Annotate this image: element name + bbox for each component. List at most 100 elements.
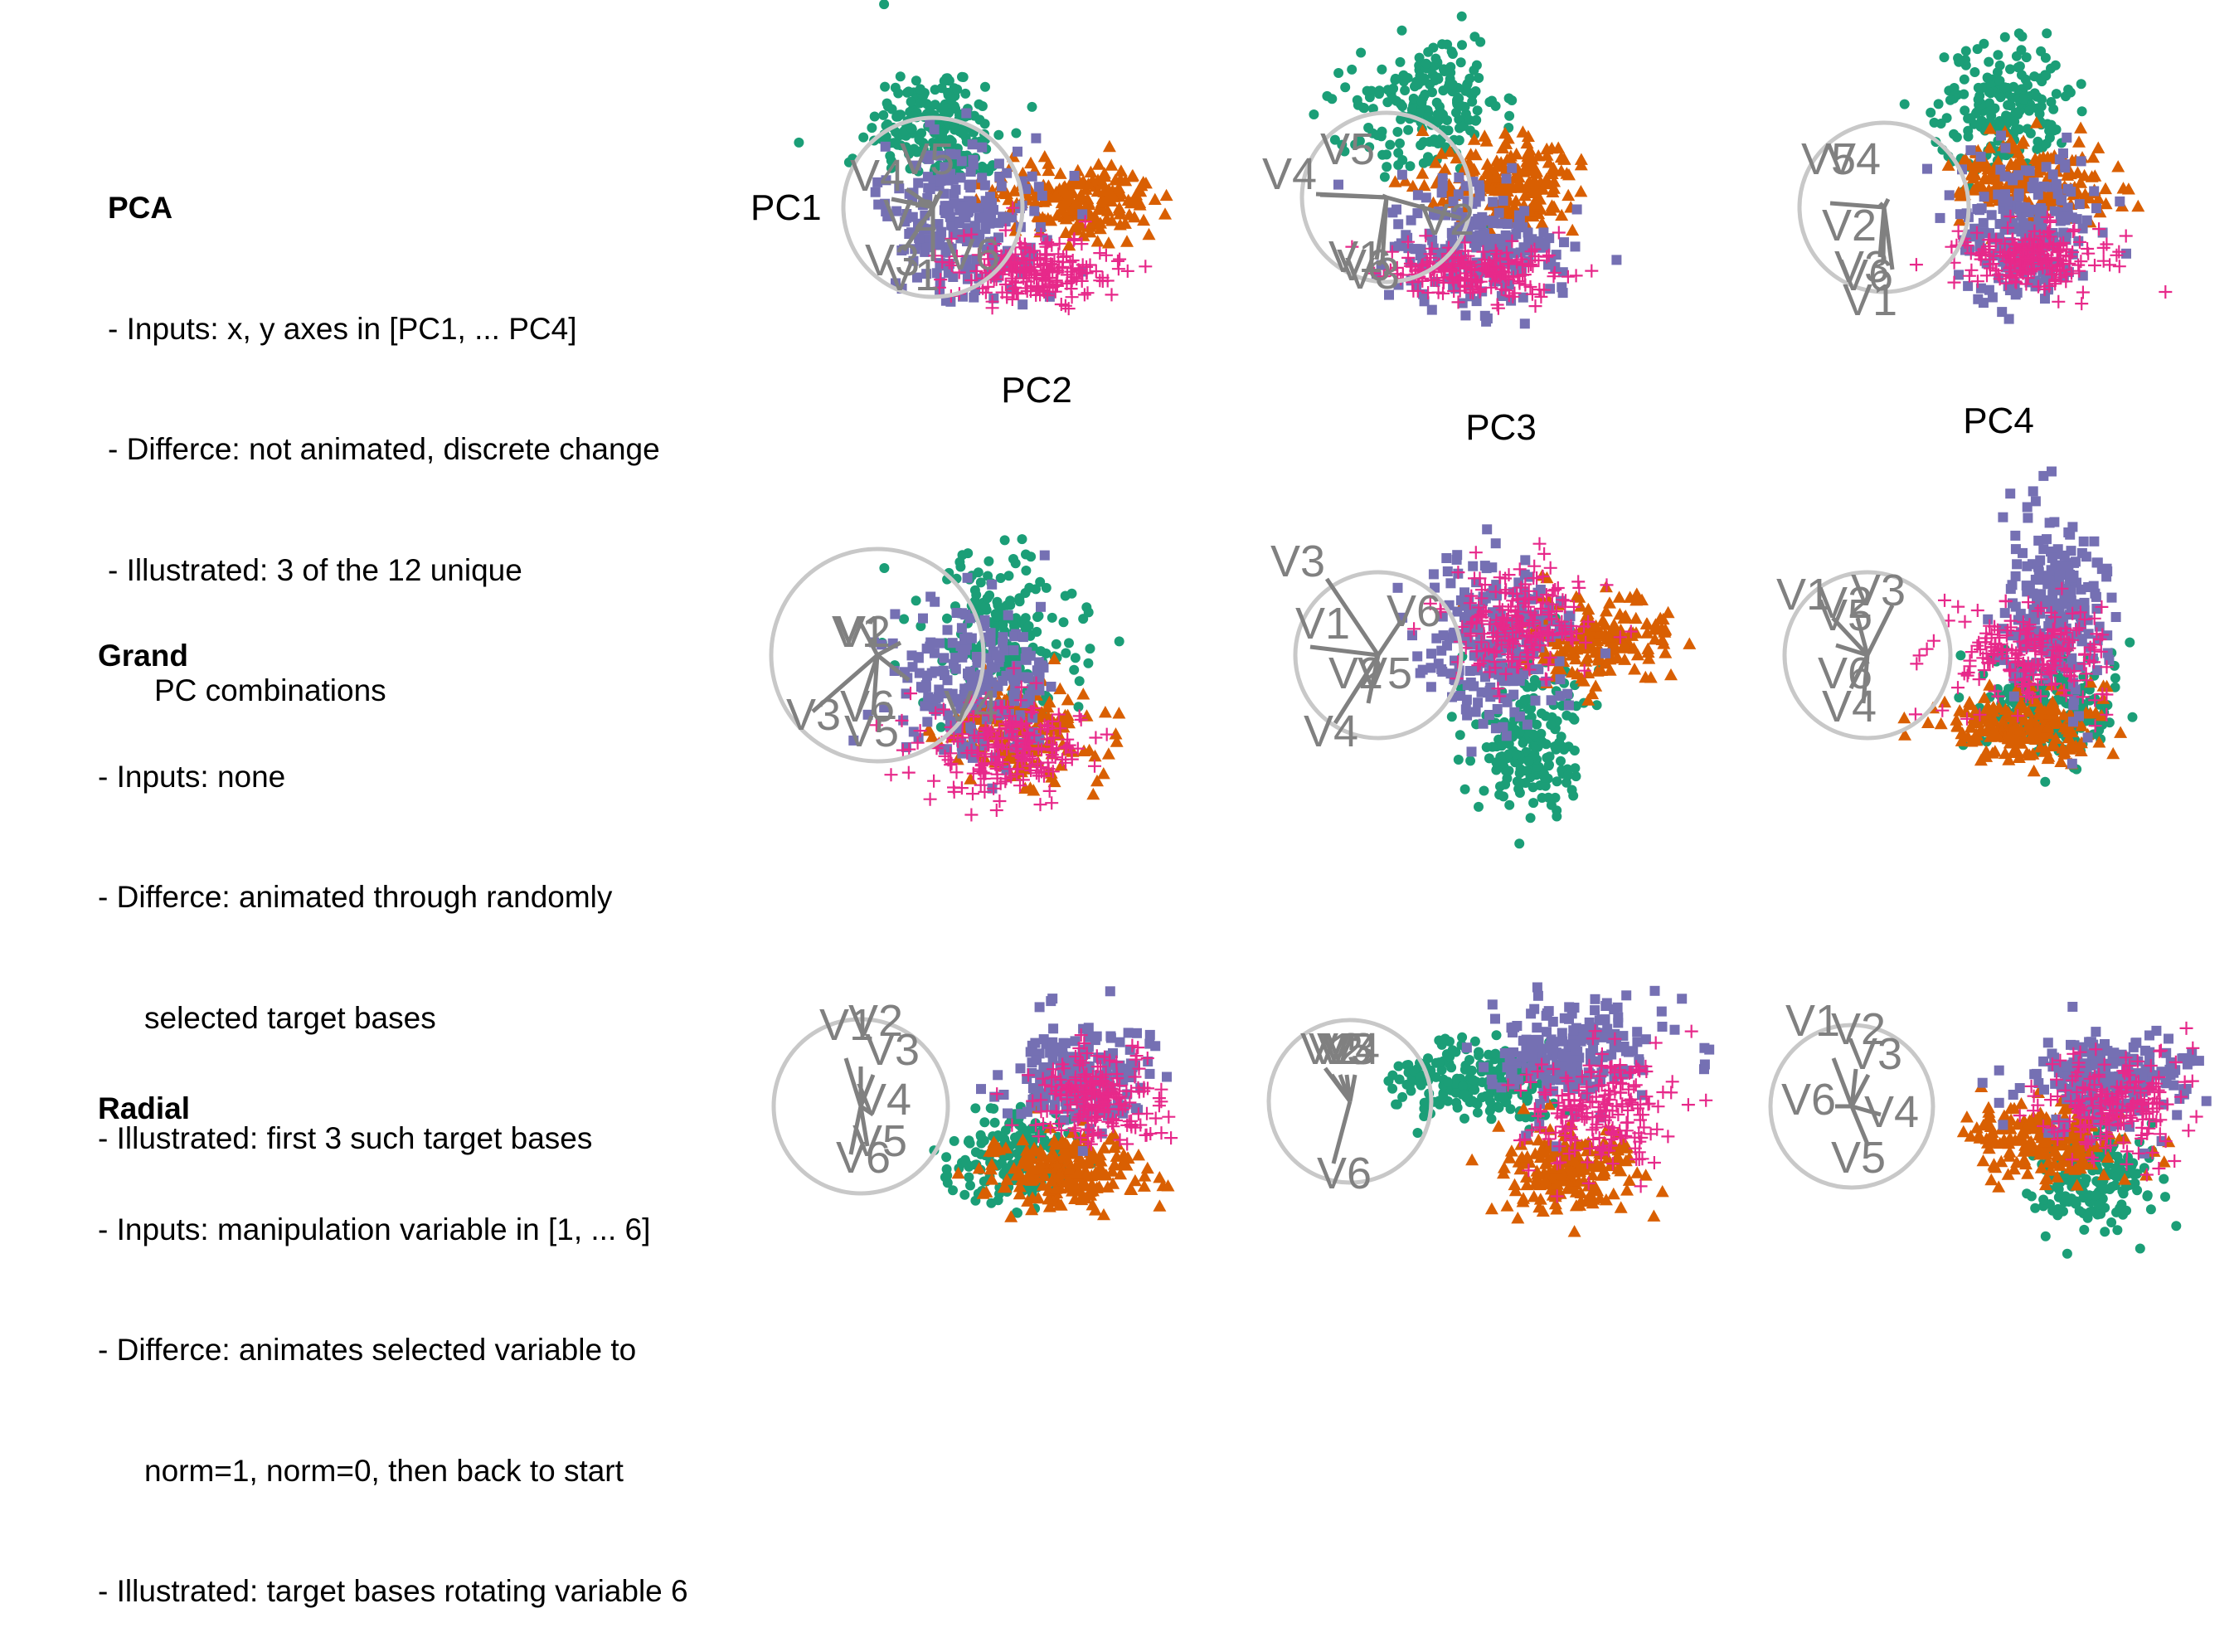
point-green [2023, 80, 2033, 90]
point-purple [985, 192, 995, 202]
point-pink [1961, 669, 1974, 683]
point-pink [1105, 288, 1119, 301]
point-green [993, 130, 1003, 140]
point-purple [1537, 237, 1547, 247]
point-green [2037, 95, 2047, 104]
point-purple [2000, 143, 2010, 153]
point-purple [1611, 255, 1621, 265]
point-purple [934, 685, 944, 695]
x-axis-label: PC4 [1963, 401, 2034, 441]
point-purple [1559, 237, 1569, 247]
point-orange [1099, 706, 1112, 717]
point-purple [977, 143, 987, 153]
point-orange [1054, 168, 1067, 179]
point-green [1377, 150, 1387, 160]
point-purple [2111, 612, 2121, 622]
point-purple [2023, 513, 2033, 523]
point-orange [1160, 189, 1173, 201]
point-purple [907, 650, 917, 660]
point-purple [1008, 645, 1018, 655]
var-label-v6: V6 [1838, 250, 1893, 300]
point-purple [1935, 213, 1945, 223]
point-green [1556, 756, 1566, 766]
point-orange [1086, 788, 1100, 799]
point-purple [1523, 228, 1533, 238]
point-purple [1401, 230, 1411, 240]
var-label-v5: V5 [1320, 124, 1375, 174]
point-purple [1998, 197, 2008, 206]
point-purple [1955, 209, 1965, 219]
point-purple [2072, 214, 2082, 224]
point-pink [2075, 297, 2088, 310]
point-purple [1965, 145, 1975, 155]
point-green [1000, 535, 1010, 545]
point-green [1537, 708, 1547, 718]
point-green [1523, 756, 1533, 766]
point-pink [1964, 659, 1977, 673]
point-green [1540, 773, 1550, 783]
point-pink [1965, 264, 1978, 277]
point-green [1959, 90, 1969, 100]
point-purple [931, 694, 941, 704]
point-pink [902, 766, 916, 780]
point-green [1403, 125, 1413, 135]
point-green [1074, 702, 1084, 712]
point-green [1448, 80, 1458, 90]
point-green [2125, 638, 2135, 648]
point-green [1974, 95, 1984, 104]
point-purple [949, 189, 959, 199]
point-green [1954, 57, 1964, 67]
point-purple [2103, 649, 2113, 658]
point-green [1021, 566, 1031, 576]
point-green [1340, 82, 1350, 92]
point-purple [1461, 704, 1471, 714]
point-purple [1018, 632, 1028, 642]
point-pink [1921, 643, 1934, 656]
point-green [1061, 591, 1071, 601]
point-green [1474, 802, 1484, 812]
point-green [1380, 172, 1390, 182]
point-green [2041, 53, 2051, 63]
point-purple [1479, 719, 1489, 729]
point-green [1465, 756, 1475, 765]
point-purple [1454, 172, 1464, 182]
point-purple [1426, 682, 1436, 692]
point-purple [1984, 285, 1994, 295]
point-green [1900, 100, 1910, 109]
point-purple [2066, 187, 2076, 197]
var-label-v4: V4 [1304, 707, 1358, 756]
point-purple [2121, 249, 2131, 259]
point-orange [1613, 590, 1626, 602]
point-purple [2091, 203, 2101, 213]
point-green [1464, 74, 1474, 84]
point-pink [885, 768, 898, 781]
point-purple [2062, 133, 2071, 143]
var-label-v6: V6 [945, 230, 1000, 279]
point-green [1993, 50, 2003, 60]
point-orange [1102, 747, 1115, 759]
point-green [1084, 607, 1094, 617]
point-green [2022, 52, 2032, 62]
point-purple [2052, 179, 2062, 189]
point-green [899, 615, 909, 624]
point-purple [1557, 282, 1566, 292]
point-purple [1507, 163, 1517, 173]
point-green [980, 119, 990, 129]
point-purple [2079, 537, 2089, 547]
point-green [1504, 800, 1514, 810]
point-purple [1945, 190, 1955, 200]
point-purple [1047, 682, 1056, 692]
point-orange [1092, 158, 1105, 169]
point-green [1406, 161, 1416, 171]
point-green [1940, 52, 1950, 62]
point-purple [1406, 216, 1416, 226]
point-green [1934, 99, 1944, 109]
point-pink [1492, 302, 1505, 315]
point-green [1507, 95, 1517, 105]
point-purple [1520, 318, 1530, 328]
point-pink [1971, 604, 1984, 617]
point-purple [2076, 156, 2086, 166]
var-label-v4: V4 [944, 682, 998, 731]
point-green [1052, 639, 1061, 649]
point-purple [2011, 571, 2021, 581]
